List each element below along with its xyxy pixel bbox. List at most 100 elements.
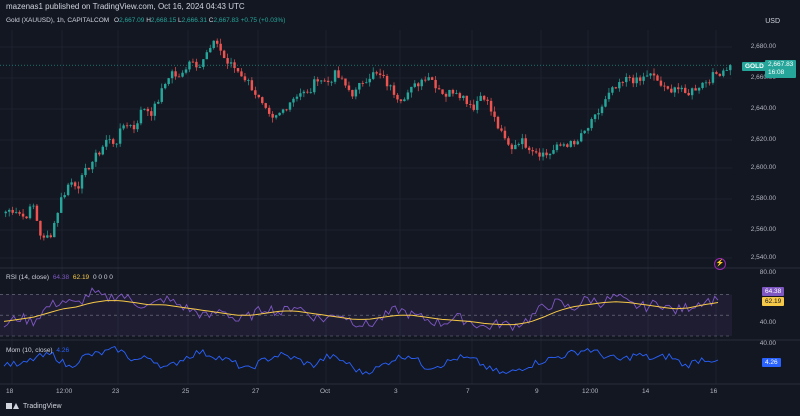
candle-body [586,128,590,131]
candle-body [417,83,420,87]
candle-body [292,98,295,103]
candle-body [538,152,541,157]
rsi-ma-line [3,300,719,326]
candle-body [236,68,240,72]
candle-body [430,77,434,80]
candle-body [479,95,482,101]
rsi-tag: 64.38 [762,287,785,296]
candle-body [687,92,690,96]
candle-body [604,99,607,107]
time-tick: 9 [535,388,539,395]
price-tick: 2,620.00 [750,136,776,143]
candle-body [722,70,725,76]
candle-body [188,61,191,70]
footer-label: TradingView [23,402,62,410]
candle-body [531,150,534,152]
candle-body [98,152,101,155]
candle-body [25,216,28,219]
candle-body [507,138,510,145]
candle-body [226,58,229,64]
candle-body [406,92,410,100]
momentum-line [3,345,719,375]
candle-body [371,72,375,79]
candle-body [108,139,111,141]
symbol-label[interactable]: Gold (XAUUSD), 1h, CAPITALCOM [6,17,110,24]
candle-body [663,85,666,87]
candle-body [35,205,39,221]
candle-body [472,104,475,110]
candle-body [150,111,153,116]
lightning-icon[interactable]: ⚡ [714,258,726,270]
candle-body [378,73,382,75]
candle-body [614,87,618,89]
candle-body [704,82,708,84]
candle-body [125,125,129,127]
candle-body [84,167,87,176]
candle-body [53,222,56,238]
bar-countdown: 16:08 [768,69,785,76]
time-tick: 27 [252,388,260,395]
candle-body [77,186,80,189]
candle-body [517,144,521,145]
candle-body [566,144,569,147]
rsi-axis-tick: 40.00 [759,319,776,326]
candle-body [399,99,403,102]
footer-branding[interactable]: TradingView [6,402,62,410]
rsi-name[interactable]: RSI (14, close) [6,274,49,281]
candle-body [631,77,635,84]
publisher-line: mazenas1 published on TradingView.com, O… [6,2,245,11]
rsi-ma-tag: 62.19 [762,297,785,306]
candle-body [725,70,729,71]
candle-body [569,141,573,147]
candle-body [319,80,323,82]
candle-body [7,209,11,212]
candle-body [153,103,157,116]
candle-body [545,152,548,156]
candle-body [205,52,209,60]
candle-body [240,71,243,77]
candle-body [652,73,656,76]
candle-body [118,128,122,144]
price-tick: 2,560.00 [750,226,776,233]
candle-body [261,97,264,104]
candle-body [403,99,406,102]
candle-body [410,86,413,93]
candle-body [496,116,500,129]
candle-body [441,89,444,94]
candle-body [628,76,631,78]
price-tick: 2,600.00 [750,164,776,171]
candle-body [195,61,198,68]
currency-label[interactable]: USD [765,18,780,25]
candle-body [677,87,680,90]
candle-body [635,77,638,84]
candle-body [611,87,614,93]
symbol-tag: GOLD [742,62,767,71]
candle-body [711,72,715,83]
candle-body [243,76,247,81]
candle-body [448,89,451,97]
candle-body [66,184,70,196]
candle-body [690,88,694,96]
candle-body [486,99,489,101]
candle-body [274,115,278,118]
candle-body [670,88,673,93]
candle-body [111,139,115,144]
candle-body [87,167,91,170]
rsi-legend: RSI (14, close) 64.38 62.19 0 0 0 0 [6,274,113,281]
candle-body [489,100,493,112]
candle-body [11,209,14,213]
mom-name[interactable]: Mom (10, close) [6,347,53,354]
candle-body [434,79,437,89]
time-tick: 12:00 [56,388,73,395]
candle-body [729,65,732,71]
candle-body [462,95,465,99]
candle-body [375,72,378,74]
candle-body [129,125,132,126]
time-tick: 23 [112,388,120,395]
candle-body [91,161,94,170]
candle-body [49,235,53,238]
candle-body [139,109,143,124]
candle-body [323,80,326,82]
